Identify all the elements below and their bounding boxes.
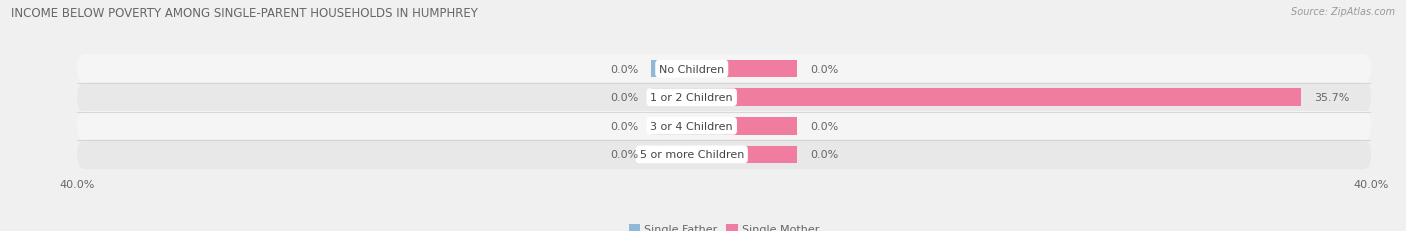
Bar [724, 61, 797, 78]
Bar [724, 89, 1302, 107]
Bar [651, 146, 724, 164]
Bar [651, 117, 724, 135]
Text: 5 or more Children: 5 or more Children [640, 150, 744, 160]
Text: Source: ZipAtlas.com: Source: ZipAtlas.com [1291, 7, 1395, 17]
Text: 0.0%: 0.0% [810, 150, 838, 160]
Text: 0.0%: 0.0% [610, 93, 638, 103]
Text: INCOME BELOW POVERTY AMONG SINGLE-PARENT HOUSEHOLDS IN HUMPHREY: INCOME BELOW POVERTY AMONG SINGLE-PARENT… [11, 7, 478, 20]
Text: 0.0%: 0.0% [810, 64, 838, 74]
FancyBboxPatch shape [77, 140, 1371, 169]
Text: 35.7%: 35.7% [1315, 93, 1350, 103]
Text: 0.0%: 0.0% [610, 121, 638, 131]
Bar [724, 146, 797, 164]
FancyBboxPatch shape [77, 112, 1371, 141]
Text: 0.0%: 0.0% [610, 64, 638, 74]
FancyBboxPatch shape [77, 55, 1371, 84]
FancyBboxPatch shape [77, 83, 1371, 112]
Text: 0.0%: 0.0% [610, 150, 638, 160]
Bar [724, 117, 797, 135]
Text: 1 or 2 Children: 1 or 2 Children [651, 93, 733, 103]
Text: 3 or 4 Children: 3 or 4 Children [651, 121, 733, 131]
Text: No Children: No Children [659, 64, 724, 74]
Legend: Single Father, Single Mother: Single Father, Single Mother [624, 220, 824, 231]
Text: 0.0%: 0.0% [810, 121, 838, 131]
Bar [651, 61, 724, 78]
Bar [651, 89, 724, 107]
